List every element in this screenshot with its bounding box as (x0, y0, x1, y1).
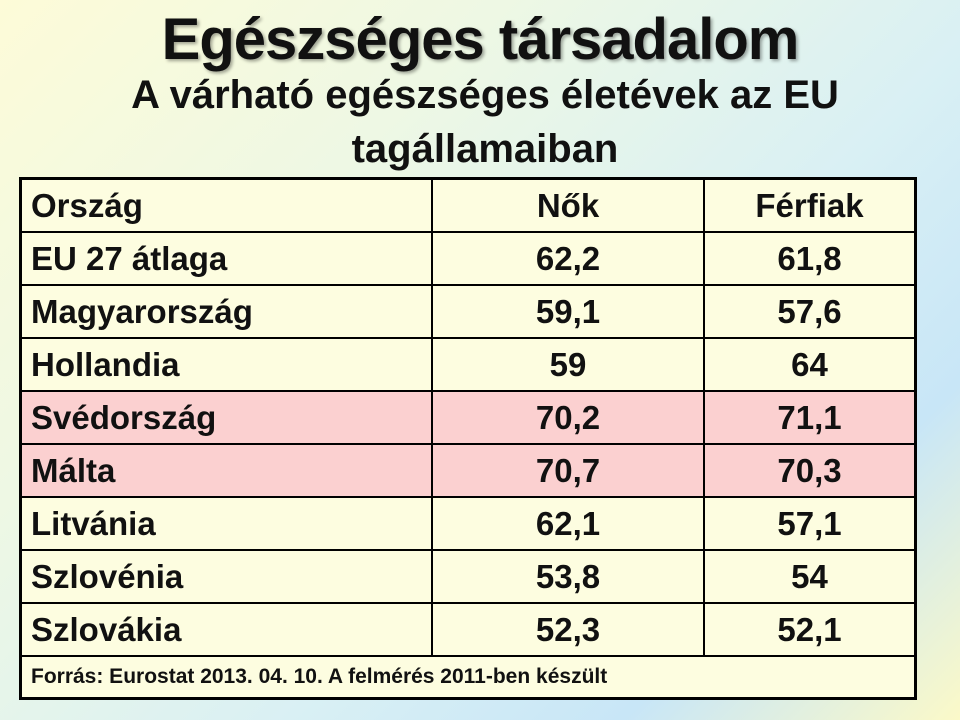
page-title: Egészséges társadalom (161, 7, 800, 72)
men-value-cell: 64 (703, 337, 917, 392)
country-cell: Svédország (19, 390, 433, 445)
country-cell: EU 27 átlaga (19, 231, 433, 286)
men-value-cell: 54 (703, 549, 917, 604)
women-value-cell: 62,1 (431, 496, 705, 551)
country-cell: Szlovénia (19, 549, 433, 604)
header-women: Nők (431, 177, 705, 233)
table-row: Málta 70,7 70,3 (19, 443, 917, 498)
table-row: EU 27 átlaga 62,2 61,8 (19, 231, 917, 286)
table-row: Svédország 70,2 71,1 (19, 390, 917, 445)
men-value-cell: 57,1 (703, 496, 917, 551)
women-value-cell: 59 (431, 337, 705, 392)
women-value-cell: 52,3 (431, 602, 705, 657)
table-row: Magyarország 59,1 57,6 (19, 284, 917, 339)
page-subtitle: A várható egészséges életévek az EU tagá… (131, 73, 839, 171)
country-cell: Hollandia (19, 337, 433, 392)
women-value-cell: 62,2 (431, 231, 705, 286)
table-row: Szlovákia 52,3 52,1 (19, 602, 917, 657)
table-header-row: Ország Nők Férfiak (19, 177, 917, 233)
women-value-cell: 70,7 (431, 443, 705, 498)
country-cell: Málta (19, 443, 433, 498)
men-value-cell: 70,3 (703, 443, 917, 498)
men-value-cell: 52,1 (703, 602, 917, 657)
men-value-cell: 61,8 (703, 231, 917, 286)
source-row: Forrás: Eurostat 2013. 04. 10. A felméré… (19, 655, 917, 700)
header-men: Férfiak (703, 177, 917, 233)
table-row: Szlovénia 53,8 54 (19, 549, 917, 604)
country-cell: Litvánia (19, 496, 433, 551)
table-row: Litvánia 62,1 57,1 (19, 496, 917, 551)
country-cell: Magyarország (19, 284, 433, 339)
men-value-cell: 71,1 (703, 390, 917, 445)
women-value-cell: 53,8 (431, 549, 705, 604)
header-country: Ország (19, 177, 433, 233)
women-value-cell: 59,1 (431, 284, 705, 339)
country-cell: Szlovákia (19, 602, 433, 657)
men-value-cell: 57,6 (703, 284, 917, 339)
source-note: Forrás: Eurostat 2013. 04. 10. A felméré… (19, 655, 917, 700)
life-expectancy-table: Ország Nők Férfiak EU 27 átlaga 62,2 61,8 M… (19, 177, 917, 700)
women-value-cell: 70,2 (431, 390, 705, 445)
table-row: Hollandia 59 64 (19, 337, 917, 392)
